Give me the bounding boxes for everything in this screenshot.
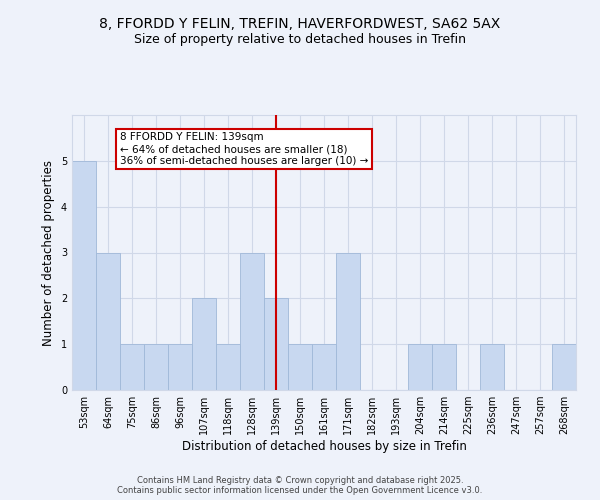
Text: Contains HM Land Registry data © Crown copyright and database right 2025.: Contains HM Land Registry data © Crown c…: [137, 476, 463, 485]
Text: Contains public sector information licensed under the Open Government Licence v3: Contains public sector information licen…: [118, 486, 482, 495]
Bar: [168, 344, 192, 390]
Bar: [120, 344, 144, 390]
Bar: [312, 344, 336, 390]
Bar: [72, 161, 96, 390]
Bar: [552, 344, 576, 390]
Bar: [336, 252, 360, 390]
Bar: [240, 252, 264, 390]
Bar: [288, 344, 312, 390]
Bar: [192, 298, 216, 390]
Bar: [264, 298, 288, 390]
Text: 8, FFORDD Y FELIN, TREFIN, HAVERFORDWEST, SA62 5AX: 8, FFORDD Y FELIN, TREFIN, HAVERFORDWEST…: [100, 18, 500, 32]
Bar: [144, 344, 168, 390]
Bar: [408, 344, 432, 390]
Bar: [216, 344, 240, 390]
Text: 8 FFORDD Y FELIN: 139sqm
← 64% of detached houses are smaller (18)
36% of semi-d: 8 FFORDD Y FELIN: 139sqm ← 64% of detach…: [120, 132, 368, 166]
Bar: [480, 344, 504, 390]
X-axis label: Distribution of detached houses by size in Trefin: Distribution of detached houses by size …: [182, 440, 466, 453]
Y-axis label: Number of detached properties: Number of detached properties: [43, 160, 55, 346]
Bar: [96, 252, 120, 390]
Bar: [432, 344, 456, 390]
Text: Size of property relative to detached houses in Trefin: Size of property relative to detached ho…: [134, 32, 466, 46]
